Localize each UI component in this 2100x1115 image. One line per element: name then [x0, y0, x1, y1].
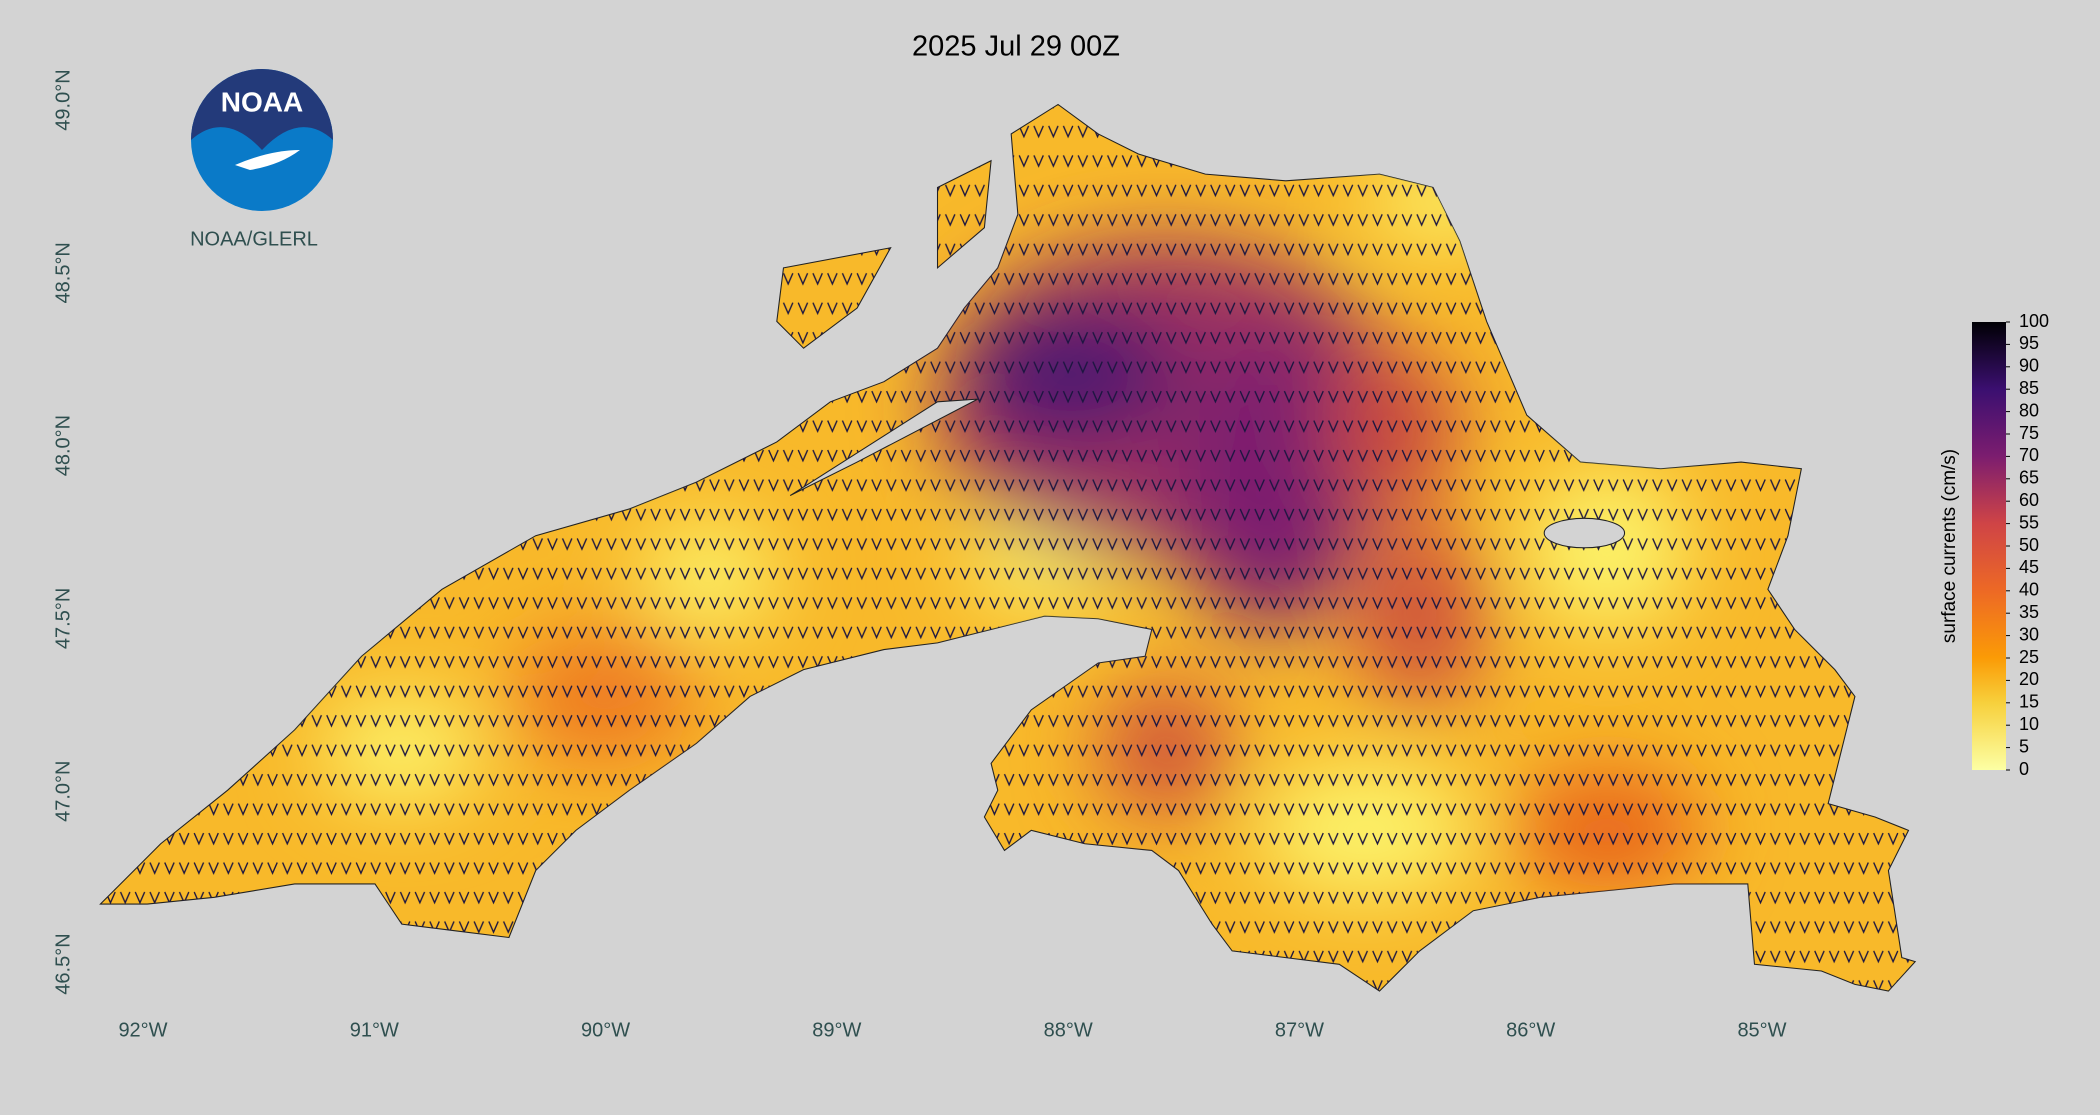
lon-label: 88°W [1044, 1019, 1093, 1041]
lat-label: 46.5°N [52, 933, 74, 994]
colorbar-tick-label: 20 [2019, 669, 2039, 689]
colorbar [1972, 322, 2006, 770]
lat-label: 48.5°N [52, 242, 74, 303]
lat-label: 47.5°N [52, 588, 74, 649]
colorbar-tick-label: 35 [2019, 602, 2039, 622]
lon-label: 90°W [581, 1019, 630, 1041]
colorbar-tick-label: 75 [2019, 423, 2039, 443]
lat-label: 47.0°N [52, 761, 74, 822]
colorbar-tick-label: 100 [2019, 311, 2049, 331]
isle-royale [789, 398, 978, 497]
colorbar-tick-label: 40 [2019, 580, 2039, 600]
colorbar-tick-label: 55 [2019, 512, 2039, 532]
logo-text: NOAA [221, 86, 303, 117]
colorbar-tick-label: 10 [2019, 714, 2039, 734]
colorbar-tick-label: 60 [2019, 490, 2039, 510]
lon-label: 89°W [812, 1019, 861, 1041]
lon-label: 91°W [350, 1019, 399, 1041]
colorbar-tick-label: 65 [2019, 468, 2039, 488]
lon-label: 87°W [1275, 1019, 1324, 1041]
colorbar-tick-label: 25 [2019, 647, 2039, 667]
colorbar-tick-label: 30 [2019, 624, 2039, 644]
noaa-logo: NOAA [191, 69, 333, 211]
colorbar-tick-label: 15 [2019, 692, 2039, 712]
colorbar-tick-label: 95 [2019, 333, 2039, 353]
colorbar-tick-label: 5 [2019, 736, 2029, 756]
colorbar-tick-label: 85 [2019, 378, 2039, 398]
lon-label: 92°W [118, 1019, 167, 1041]
colorbar-tick-label: 70 [2019, 445, 2039, 465]
colorbar-tick-label: 80 [2019, 400, 2039, 420]
island [1543, 517, 1626, 549]
colorbar-tick-label: 0 [2019, 759, 2029, 779]
colorbar-label: surface currents (cm/s) [1939, 449, 1960, 643]
colorbar-tick-label: 45 [2019, 557, 2039, 577]
lat-label: 49.0°N [52, 69, 74, 130]
lon-label: 86°W [1506, 1019, 1555, 1041]
colorbar-tick-label: 90 [2019, 356, 2039, 376]
lat-label: 48.0°N [52, 415, 74, 476]
title: 2025 Jul 29 00Z [912, 31, 1120, 63]
colorbar-tick-label: 50 [2019, 535, 2039, 555]
credit: NOAA/GLERL [190, 228, 318, 250]
lon-label: 85°W [1737, 1019, 1786, 1041]
